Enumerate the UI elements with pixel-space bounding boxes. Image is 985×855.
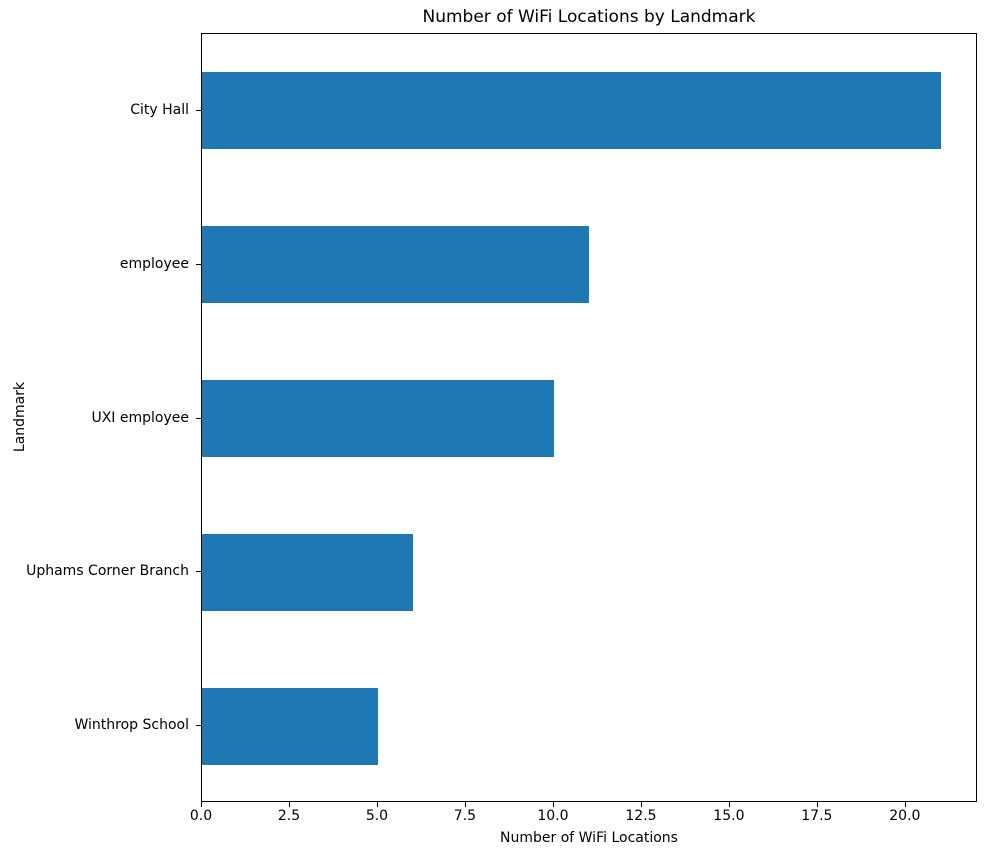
x-tick-mark <box>201 802 202 807</box>
x-tick-label-10.0: 10.0 <box>537 808 569 824</box>
x-tick-label-17.5: 17.5 <box>801 808 833 824</box>
x-tick-label-15.0: 15.0 <box>713 808 745 824</box>
bar-uphams-corner-branch <box>202 533 414 611</box>
y-tick-label-uphams-corner-branch: Uphams Corner Branch <box>26 563 189 580</box>
y-tick-label-employee: employee <box>119 255 189 272</box>
bar-uxi-employee <box>202 380 554 457</box>
plot-area <box>201 33 977 802</box>
chart-title: Number of WiFi Locations by Landmark <box>422 7 756 27</box>
y-tick-mark <box>196 725 201 727</box>
x-tick-mark <box>816 802 818 807</box>
bar-employee <box>202 226 590 304</box>
x-tick-mark <box>376 802 378 807</box>
x-tick-label-5.0: 5.0 <box>365 808 389 824</box>
y-tick-label-city-hall: City Hall <box>130 101 189 118</box>
x-tick-label-2.5: 2.5 <box>277 808 301 824</box>
y-tick-mark <box>196 571 201 573</box>
x-tick-mark <box>552 802 554 807</box>
y-tick-mark <box>196 417 201 419</box>
x-tick-mark <box>464 802 466 807</box>
x-tick-mark <box>640 802 642 807</box>
x-tick-label-0.0: 0.0 <box>189 808 213 824</box>
x-tick-label-20.0: 20.0 <box>889 808 921 824</box>
x-tick-label-7.5: 7.5 <box>453 808 477 824</box>
bar-city-hall <box>202 72 942 150</box>
y-tick-mark <box>196 263 201 265</box>
bar-winthrop-school <box>202 687 378 765</box>
x-tick-mark <box>904 802 906 807</box>
x-tick-mark <box>288 802 290 807</box>
x-axis-title: Number of WiFi Locations <box>500 830 678 846</box>
y-tick-label-winthrop-school: Winthrop School <box>74 717 190 734</box>
y-tick-mark <box>196 109 201 111</box>
x-tick-mark <box>728 802 730 807</box>
y-tick-label-uxi-employee: UXI employee <box>91 409 189 426</box>
x-tick-label-12.5: 12.5 <box>625 808 657 824</box>
